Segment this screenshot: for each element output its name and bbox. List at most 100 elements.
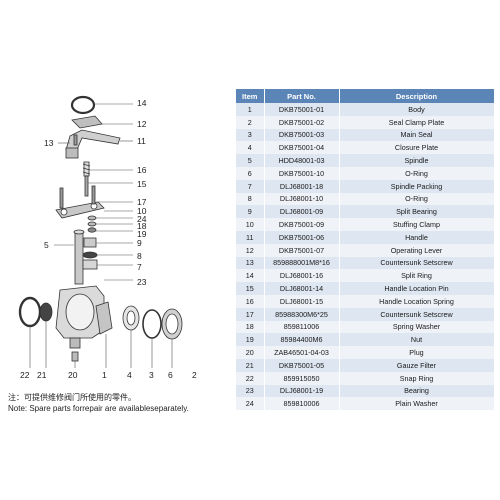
cell-item: 13 — [236, 256, 265, 270]
cell-item: 14 — [236, 269, 265, 283]
table-row: 19 85984400M6 Nut — [236, 333, 495, 347]
note-chinese: 注：可提供维修阀门所使用的零件。 — [8, 393, 136, 402]
table-row: 14 DLJ68001-16 Split Ring — [236, 269, 495, 283]
callout-20: 20 — [68, 370, 78, 380]
cell-part-no: DLJ68001-10 — [264, 192, 340, 206]
cell-description: Spindle Packing — [339, 179, 495, 193]
cell-part-no: 859888001M8*16 — [264, 256, 340, 270]
cell-description: Nut — [339, 333, 495, 347]
cell-part-no: DKB75001-05 — [264, 358, 340, 372]
callout-14: 14 — [137, 98, 147, 108]
table-row: 22 859915050 Snap Ring — [236, 371, 495, 385]
cell-item: 22 — [236, 371, 265, 385]
cell-item: 8 — [236, 192, 265, 206]
table-header-row: Item Part No. Description — [236, 89, 495, 103]
cell-description: Split Ring — [339, 269, 495, 283]
callout-13: 13 — [44, 138, 54, 148]
cell-description: Body — [339, 103, 495, 116]
cell-description: Handle Location Pin — [339, 282, 495, 295]
cell-item: 21 — [236, 358, 265, 372]
cell-description: Operating Lever — [339, 243, 495, 257]
callout-18: 18 — [137, 221, 147, 231]
table-row: 1 DKB75001-01 Body — [236, 103, 495, 116]
cell-item: 16 — [236, 294, 265, 308]
cell-description: Bearing — [339, 384, 495, 398]
cell-description: Spring Washer — [339, 320, 495, 334]
callout-17: 17 — [137, 197, 147, 207]
cell-description: Seal Clamp Plate — [339, 115, 495, 129]
cell-part-no: DLJ68001-18 — [264, 179, 340, 193]
cell-part-no: 859810006 — [264, 397, 340, 411]
table-row: 20 ZAB46501-04-03 Plug — [236, 346, 495, 359]
callout-2: 2 — [192, 370, 197, 380]
cell-item: 7 — [236, 179, 265, 193]
note-english: Note: Spare parts forrepair are availabl… — [8, 404, 189, 413]
table-row: 6 DKB75001-10 O-Ring — [236, 166, 495, 180]
table-row: 16 DLJ68001-15 Handle Location Spring — [236, 294, 495, 308]
cell-item: 5 — [236, 154, 265, 167]
cell-part-no: DKB75001-07 — [264, 243, 340, 257]
cell-item: 24 — [236, 397, 265, 411]
cell-item: 9 — [236, 205, 265, 219]
cell-part-no: HDD48001-03 — [264, 154, 340, 167]
cell-description: Countersunk Setscrew — [339, 307, 495, 321]
cell-part-no: 859811006 — [264, 320, 340, 334]
cell-item: 23 — [236, 384, 265, 398]
cell-part-no: DKB75001-06 — [264, 230, 340, 244]
cell-part-no: DLJ68001-15 — [264, 294, 340, 308]
cell-description: Plain Washer — [339, 397, 495, 411]
cell-description: Spindle — [339, 154, 495, 167]
split-ring-part — [70, 95, 96, 115]
cell-description: Handle — [339, 230, 495, 244]
parts-table: Item Part No. Description 1 DKB75001-01 Bo… — [236, 89, 495, 411]
cell-description: Gauze Filter — [339, 358, 495, 372]
cell-item: 6 — [236, 166, 265, 180]
callout-9: 9 — [137, 238, 142, 248]
cell-description: Snap Ring — [339, 371, 495, 385]
cell-description: Handle Location Spring — [339, 294, 495, 308]
cell-part-no: DKB75001-09 — [264, 218, 340, 231]
spindle-part — [74, 231, 84, 285]
header-item: Item — [236, 89, 265, 103]
cell-description: Plug — [339, 346, 495, 359]
cell-part-no: 859915050 — [264, 371, 340, 385]
cell-description: Main Seal — [339, 128, 495, 142]
cell-part-no: DKB75001-04 — [264, 141, 340, 155]
cell-item: 19 — [236, 333, 265, 347]
header-description: Description — [339, 89, 495, 103]
callout-7: 7 — [137, 262, 142, 272]
callout-21: 21 — [37, 370, 47, 380]
cell-item: 18 — [236, 320, 265, 334]
operating-lever-part — [71, 115, 103, 129]
table-row: 18 859811006 Spring Washer — [236, 320, 495, 334]
callout-8: 8 — [137, 251, 142, 261]
callout-5: 5 — [44, 240, 49, 250]
cell-item: 10 — [236, 218, 265, 231]
callout-16: 16 — [137, 165, 147, 175]
table-row: 4 DKB75001-04 Closure Plate — [236, 141, 495, 155]
callout-11: 11 — [137, 136, 146, 146]
callout-3: 3 — [149, 370, 154, 380]
table-row: 17 85988300M6*25 Countersunk Setscrew — [236, 307, 495, 321]
cell-item: 17 — [236, 307, 265, 321]
cell-item: 11 — [236, 230, 265, 244]
callout-22: 22 — [20, 370, 30, 380]
cell-item: 20 — [236, 346, 265, 359]
cell-part-no: ZAB46501-04-03 — [264, 346, 340, 359]
cell-part-no: 85984400M6 — [264, 333, 340, 347]
cell-item: 12 — [236, 243, 265, 257]
cell-description: Split Bearing — [339, 205, 495, 219]
table-row: 15 DLJ68001-14 Handle Location Pin — [236, 282, 495, 295]
callout-10: 10 — [137, 206, 147, 216]
callout-15: 15 — [137, 179, 147, 189]
cell-part-no: 85988300M6*25 — [264, 307, 340, 321]
cell-item: 3 — [236, 128, 265, 142]
cell-description: Countersunk Setscrew — [339, 256, 495, 270]
table-row: 11 DKB75001-06 Handle — [236, 230, 495, 244]
cell-part-no: DKB75001-02 — [264, 115, 340, 129]
cell-part-no: DLJ68001-19 — [264, 384, 340, 398]
table-row: 9 DLJ68001-09 Split Bearing — [236, 205, 495, 219]
table-row: 24 859810006 Plain Washer — [236, 397, 495, 411]
table-row: 13 859888001M8*16 Countersunk Setscrew — [236, 256, 495, 270]
cell-item: 1 — [236, 103, 265, 116]
